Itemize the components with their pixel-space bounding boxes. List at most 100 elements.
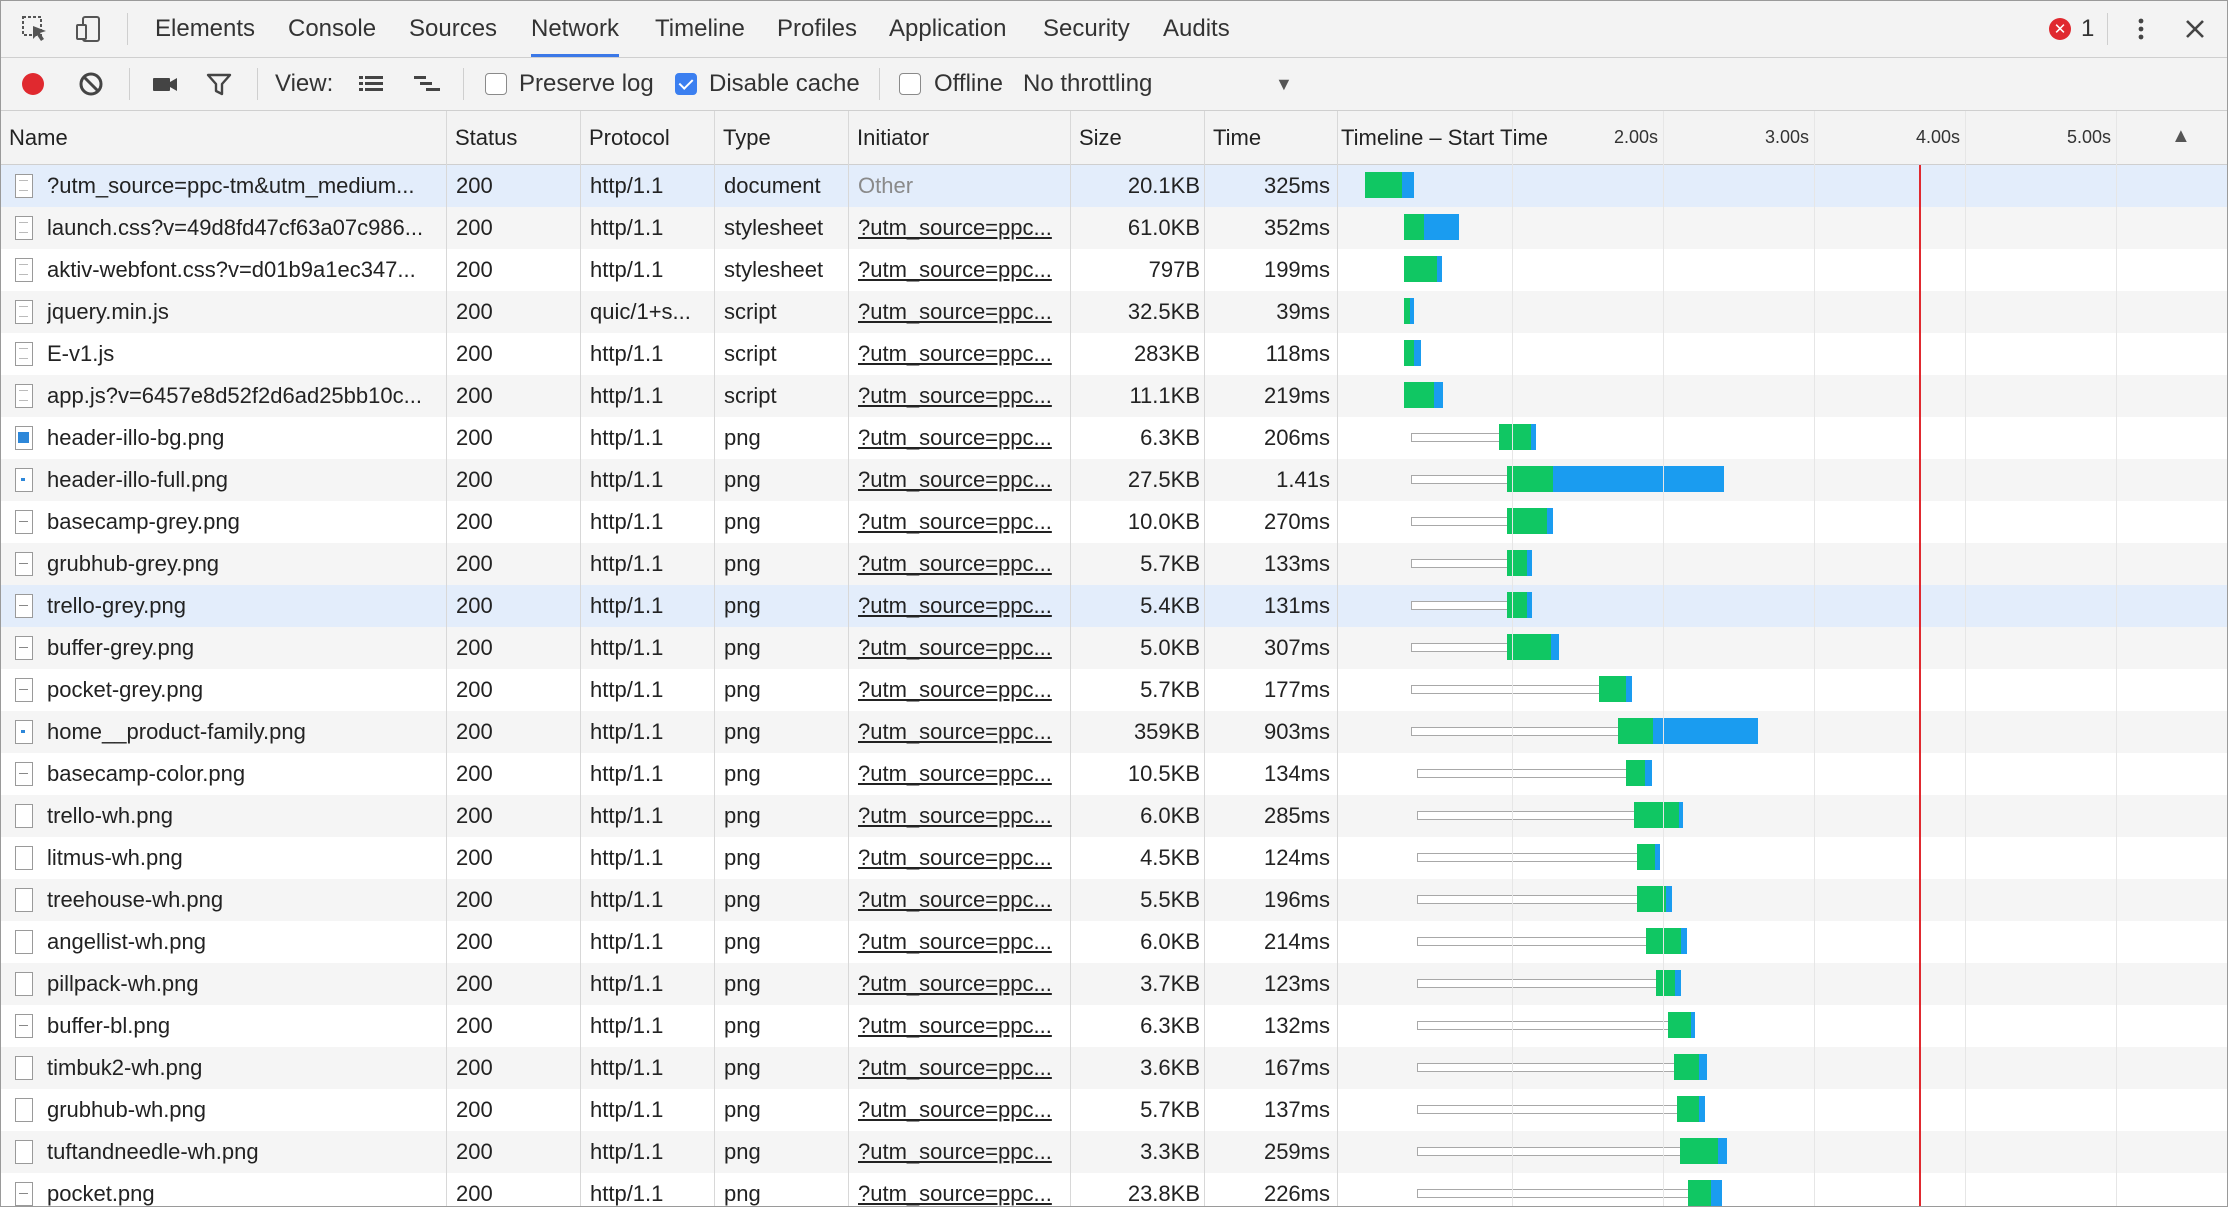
request-row[interactable]: pillpack-wh.png 200 http/1.1 png ?utm_source… <box>1 963 2227 1005</box>
clear-icon[interactable] <box>73 66 109 102</box>
column-header-type[interactable]: Type <box>723 125 771 150</box>
request-row[interactable]: timbuk2-wh.png 200 http/1.1 png ?utm_source=… <box>1 1047 2227 1089</box>
request-name: aktiv-webfont.css?v=d01b9a1ec347... <box>47 257 416 282</box>
waterfall-download-bar <box>1402 172 1414 198</box>
request-row[interactable]: E-v1.js 200 http/1.1 script ?utm_source=ppc.… <box>1 333 2227 375</box>
request-name: grubhub-grey.png <box>47 551 220 576</box>
preserve-log-checkbox[interactable] <box>485 73 507 95</box>
disable-cache-label[interactable]: Disable cache <box>709 70 860 97</box>
request-row[interactable]: grubhub-wh.png 200 http/1.1 png ?utm_source=… <box>1 1089 2227 1131</box>
column-header-protocol[interactable]: Protocol <box>589 125 670 150</box>
request-initiator[interactable]: ?utm_source=ppc... <box>858 887 1052 912</box>
request-status: 200 <box>456 425 493 450</box>
request-row[interactable]: home__product-family.png 200 http/1.1 png ?u… <box>1 711 2227 753</box>
request-row[interactable]: basecamp-color.png 200 http/1.1 png ?utm_sou… <box>1 753 2227 795</box>
request-row[interactable]: buffer-bl.png 200 http/1.1 png ?utm_source=p… <box>1 1005 2227 1047</box>
request-row[interactable]: pocket-grey.png 200 http/1.1 png ?utm_source… <box>1 669 2227 711</box>
request-initiator[interactable]: ?utm_source=ppc... <box>858 299 1052 324</box>
request-row[interactable]: litmus-wh.png 200 http/1.1 png ?utm_source=p… <box>1 837 2227 879</box>
offline-checkbox[interactable] <box>899 73 921 95</box>
record-button[interactable] <box>15 66 51 102</box>
toolbar-separator <box>129 68 130 100</box>
request-row[interactable]: launch.css?v=49d8fd47cf63a07c986... 200 ht… <box>1 207 2227 249</box>
tab-sources[interactable]: Sources <box>409 15 498 42</box>
tab-network[interactable]: Network <box>531 1 620 57</box>
request-row[interactable]: tuftandneedle-wh.png 200 http/1.1 png ?utm_s… <box>1 1131 2227 1173</box>
request-row[interactable]: jquery.min.js 200 quic/1+s... script ?utm_so… <box>1 291 2227 333</box>
request-row[interactable]: treehouse-wh.png 200 http/1.1 png ?utm_sourc… <box>1 879 2227 921</box>
request-row[interactable]: angellist-wh.png 200 http/1.1 png ?utm_sourc… <box>1 921 2227 963</box>
request-row[interactable]: header-illo-full.png 200 http/1.1 png ?utm_s… <box>1 459 2227 501</box>
more-options-icon[interactable] <box>2123 11 2159 47</box>
column-header-timeline[interactable]: Timeline – Start Time <box>1341 125 1549 150</box>
request-protocol: http/1.1 <box>590 887 664 912</box>
device-toolbar-icon[interactable] <box>71 11 107 47</box>
request-initiator[interactable]: ?utm_source=ppc... <box>858 215 1052 240</box>
request-initiator[interactable]: ?utm_source=ppc... <box>858 845 1052 870</box>
sort-ascending-icon[interactable]: ▲ <box>2171 125 2191 147</box>
tab-security[interactable]: Security <box>1043 15 1130 42</box>
column-header-time[interactable]: Time <box>1213 125 1262 150</box>
request-initiator[interactable]: ?utm_source=ppc... <box>858 803 1052 828</box>
request-row[interactable]: aktiv-webfont.css?v=d01b9a1ec347... 200 ht… <box>1 249 2227 291</box>
tab-elements[interactable]: Elements <box>155 15 256 42</box>
request-row[interactable]: buffer-grey.png 200 http/1.1 png ?utm_source… <box>1 627 2227 669</box>
request-initiator[interactable]: ?utm_source=ppc... <box>858 1139 1052 1164</box>
request-initiator[interactable]: ?utm_source=ppc... <box>858 1181 1052 1206</box>
request-initiator[interactable]: ?utm_source=ppc... <box>858 509 1052 534</box>
request-initiator[interactable]: ?utm_source=ppc... <box>858 929 1052 954</box>
column-header-size[interactable]: Size <box>1079 125 1122 150</box>
request-initiator[interactable]: ?utm_source=ppc... <box>858 383 1052 408</box>
column-header-initiator[interactable]: Initiator <box>857 125 930 150</box>
request-initiator[interactable]: ?utm_source=ppc... <box>858 341 1052 366</box>
close-icon[interactable] <box>2177 11 2213 47</box>
tab-audits[interactable]: Audits <box>1163 15 1230 42</box>
request-row[interactable]: trello-grey.png 200 http/1.1 png ?utm_source… <box>1 585 2227 627</box>
error-counter[interactable]: ✕ 1 <box>2049 13 2094 45</box>
request-initiator[interactable]: ?utm_source=ppc... <box>858 425 1052 450</box>
request-initiator[interactable]: ?utm_source=ppc... <box>858 257 1052 282</box>
request-initiator[interactable]: ?utm_source=ppc... <box>858 1013 1052 1038</box>
request-type: png <box>724 887 761 912</box>
request-size: 3.3KB <box>1140 1139 1200 1164</box>
request-initiator[interactable]: ?utm_source=ppc... <box>858 593 1052 618</box>
request-row[interactable]: header-illo-bg.png 200 http/1.1 png ?utm_sou… <box>1 417 2227 459</box>
request-initiator[interactable]: ?utm_source=ppc... <box>858 1097 1052 1122</box>
request-initiator[interactable]: ?utm_source=ppc... <box>858 719 1052 744</box>
waterfall-download-bar <box>1527 592 1532 618</box>
request-row[interactable]: app.js?v=6457e8d52f2d6ad25bb10c... 200 htt… <box>1 375 2227 417</box>
timeline-gridline <box>1965 111 1966 1206</box>
request-initiator[interactable]: ?utm_source=ppc... <box>858 551 1052 576</box>
column-header-status[interactable]: Status <box>455 125 518 150</box>
request-initiator[interactable]: ?utm_source=ppc... <box>858 971 1052 996</box>
request-initiator[interactable]: ?utm_source=ppc... <box>858 467 1052 492</box>
waterfall-download-bar <box>1653 718 1758 744</box>
request-initiator[interactable]: ?utm_source=ppc... <box>858 761 1052 786</box>
request-row[interactable]: ?utm_source=ppc-tm&utm_medium... 200 http/… <box>1 165 2227 207</box>
offline-label[interactable]: Offline <box>934 70 1003 97</box>
request-row[interactable]: pocket.png 200 http/1.1 png ?utm_source=ppc.… <box>1 1173 2227 1206</box>
request-initiator[interactable]: ?utm_source=ppc... <box>858 1055 1052 1080</box>
filter-icon[interactable] <box>201 66 237 102</box>
inspect-element-icon[interactable] <box>17 11 53 47</box>
request-row[interactable]: grubhub-grey.png 200 http/1.1 png ?utm_sourc… <box>1 543 2227 585</box>
preserve-log-label[interactable]: Preserve log <box>519 70 654 97</box>
request-initiator[interactable]: ?utm_source=ppc... <box>858 677 1052 702</box>
request-status: 200 <box>456 257 493 282</box>
capture-screenshots-icon[interactable] <box>147 66 183 102</box>
tab-profiles[interactable]: Profiles <box>777 15 858 42</box>
tab-console[interactable]: Console <box>288 15 377 42</box>
request-initiator[interactable]: ?utm_source=ppc... <box>858 635 1052 660</box>
large-rows-icon[interactable] <box>353 66 389 102</box>
waterfall-waiting-bar <box>1411 559 1507 568</box>
request-row[interactable]: trello-wh.png 200 http/1.1 png ?utm_source=p… <box>1 795 2227 837</box>
column-header-name[interactable]: Name <box>9 125 68 150</box>
tab-timeline[interactable]: Timeline <box>655 15 745 42</box>
document-file-icon <box>15 384 33 408</box>
request-name: buffer-bl.png <box>47 1013 171 1038</box>
request-row[interactable]: basecamp-grey.png 200 http/1.1 png ?utm_sour… <box>1 501 2227 543</box>
tab-application[interactable]: Application <box>889 15 1007 42</box>
throttling-select[interactable]: No throttling ▼ <box>1023 58 1303 110</box>
disable-cache-checkbox[interactable] <box>675 73 697 95</box>
waterfall-overview-icon[interactable] <box>409 66 445 102</box>
